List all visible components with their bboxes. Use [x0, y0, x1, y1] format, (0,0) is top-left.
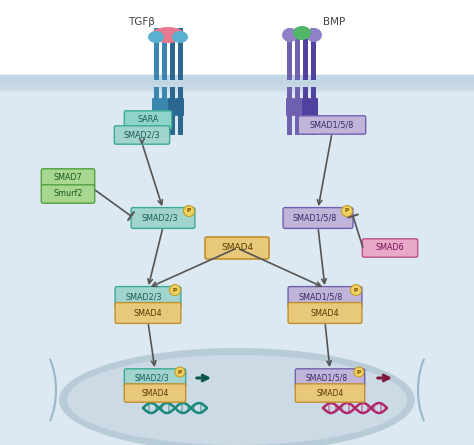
FancyBboxPatch shape	[294, 98, 302, 116]
Text: P: P	[354, 287, 358, 292]
Circle shape	[170, 284, 181, 295]
Circle shape	[175, 367, 185, 377]
FancyBboxPatch shape	[283, 207, 353, 228]
Bar	[0, 80, 474, 90]
Bar	[303, 28, 309, 80]
FancyBboxPatch shape	[168, 98, 176, 116]
FancyBboxPatch shape	[41, 185, 95, 203]
Circle shape	[341, 206, 353, 217]
Circle shape	[354, 367, 364, 377]
Bar	[0, 76, 474, 77]
Circle shape	[183, 206, 194, 217]
Bar	[162, 28, 166, 80]
Bar	[177, 28, 182, 80]
Ellipse shape	[148, 31, 164, 43]
Text: SMAD4: SMAD4	[221, 243, 253, 252]
Ellipse shape	[282, 28, 298, 42]
Bar	[170, 28, 174, 80]
Text: SMAD4: SMAD4	[316, 388, 344, 397]
FancyBboxPatch shape	[302, 98, 310, 116]
Bar	[303, 87, 309, 135]
FancyBboxPatch shape	[295, 369, 365, 387]
Text: SMAD4: SMAD4	[134, 308, 162, 317]
Text: SMAD1/5/8: SMAD1/5/8	[310, 121, 354, 129]
Text: TGFβ: TGFβ	[128, 17, 155, 27]
Bar	[162, 87, 166, 135]
Text: P: P	[173, 287, 177, 292]
Text: SMAD7: SMAD7	[54, 174, 82, 182]
FancyBboxPatch shape	[124, 384, 186, 402]
Bar	[311, 87, 317, 135]
FancyBboxPatch shape	[152, 98, 160, 116]
Circle shape	[350, 284, 362, 295]
FancyBboxPatch shape	[288, 287, 362, 307]
Bar	[288, 28, 292, 80]
Text: SMAD4: SMAD4	[310, 308, 339, 317]
Ellipse shape	[151, 27, 185, 43]
Bar	[0, 82, 474, 83]
FancyBboxPatch shape	[115, 303, 181, 324]
FancyBboxPatch shape	[205, 237, 269, 259]
FancyBboxPatch shape	[286, 98, 294, 116]
FancyBboxPatch shape	[114, 126, 170, 144]
Text: SMAD1/5/8: SMAD1/5/8	[306, 373, 348, 383]
Text: SMAD6: SMAD6	[376, 243, 404, 252]
Text: SARA: SARA	[137, 116, 159, 125]
Bar	[0, 88, 474, 89]
Text: SMAD2/3: SMAD2/3	[124, 130, 160, 139]
Text: SMAD2/3: SMAD2/3	[126, 292, 162, 302]
Bar	[0, 86, 474, 87]
Bar	[0, 75, 474, 445]
Text: SMAD4: SMAD4	[141, 388, 169, 397]
Bar	[154, 28, 158, 80]
Bar	[0, 75, 474, 85]
Text: P: P	[178, 369, 182, 375]
Bar	[295, 87, 301, 135]
Text: P: P	[187, 209, 191, 214]
FancyBboxPatch shape	[124, 111, 172, 129]
Bar	[0, 0, 474, 75]
Text: SMAD1/5/8: SMAD1/5/8	[299, 292, 343, 302]
FancyBboxPatch shape	[131, 207, 195, 228]
FancyBboxPatch shape	[160, 98, 168, 116]
Text: Smurf2: Smurf2	[53, 190, 83, 198]
Text: SMAD1/5/8: SMAD1/5/8	[293, 214, 337, 222]
FancyBboxPatch shape	[310, 98, 318, 116]
Bar	[295, 28, 301, 80]
Ellipse shape	[172, 31, 188, 43]
Text: P: P	[357, 369, 361, 375]
FancyBboxPatch shape	[362, 239, 418, 257]
FancyBboxPatch shape	[124, 369, 186, 387]
FancyBboxPatch shape	[298, 116, 365, 134]
Ellipse shape	[306, 28, 322, 42]
Bar	[170, 87, 174, 135]
Bar	[177, 87, 182, 135]
FancyBboxPatch shape	[41, 169, 95, 187]
FancyBboxPatch shape	[115, 287, 181, 307]
Ellipse shape	[59, 348, 415, 445]
Bar	[154, 87, 158, 135]
Text: SMAD2/3: SMAD2/3	[142, 214, 178, 222]
Ellipse shape	[67, 355, 407, 445]
Ellipse shape	[293, 26, 311, 40]
Text: SMAD2/3: SMAD2/3	[135, 373, 169, 383]
Bar	[0, 78, 474, 79]
Bar	[0, 74, 474, 75]
Bar	[0, 75, 474, 92]
FancyBboxPatch shape	[295, 384, 365, 402]
FancyBboxPatch shape	[176, 98, 184, 116]
FancyBboxPatch shape	[288, 303, 362, 324]
Text: P: P	[345, 209, 349, 214]
Bar	[288, 87, 292, 135]
Bar	[0, 84, 474, 85]
Text: BMP: BMP	[323, 17, 345, 27]
Bar	[0, 80, 474, 81]
Bar	[311, 28, 317, 80]
